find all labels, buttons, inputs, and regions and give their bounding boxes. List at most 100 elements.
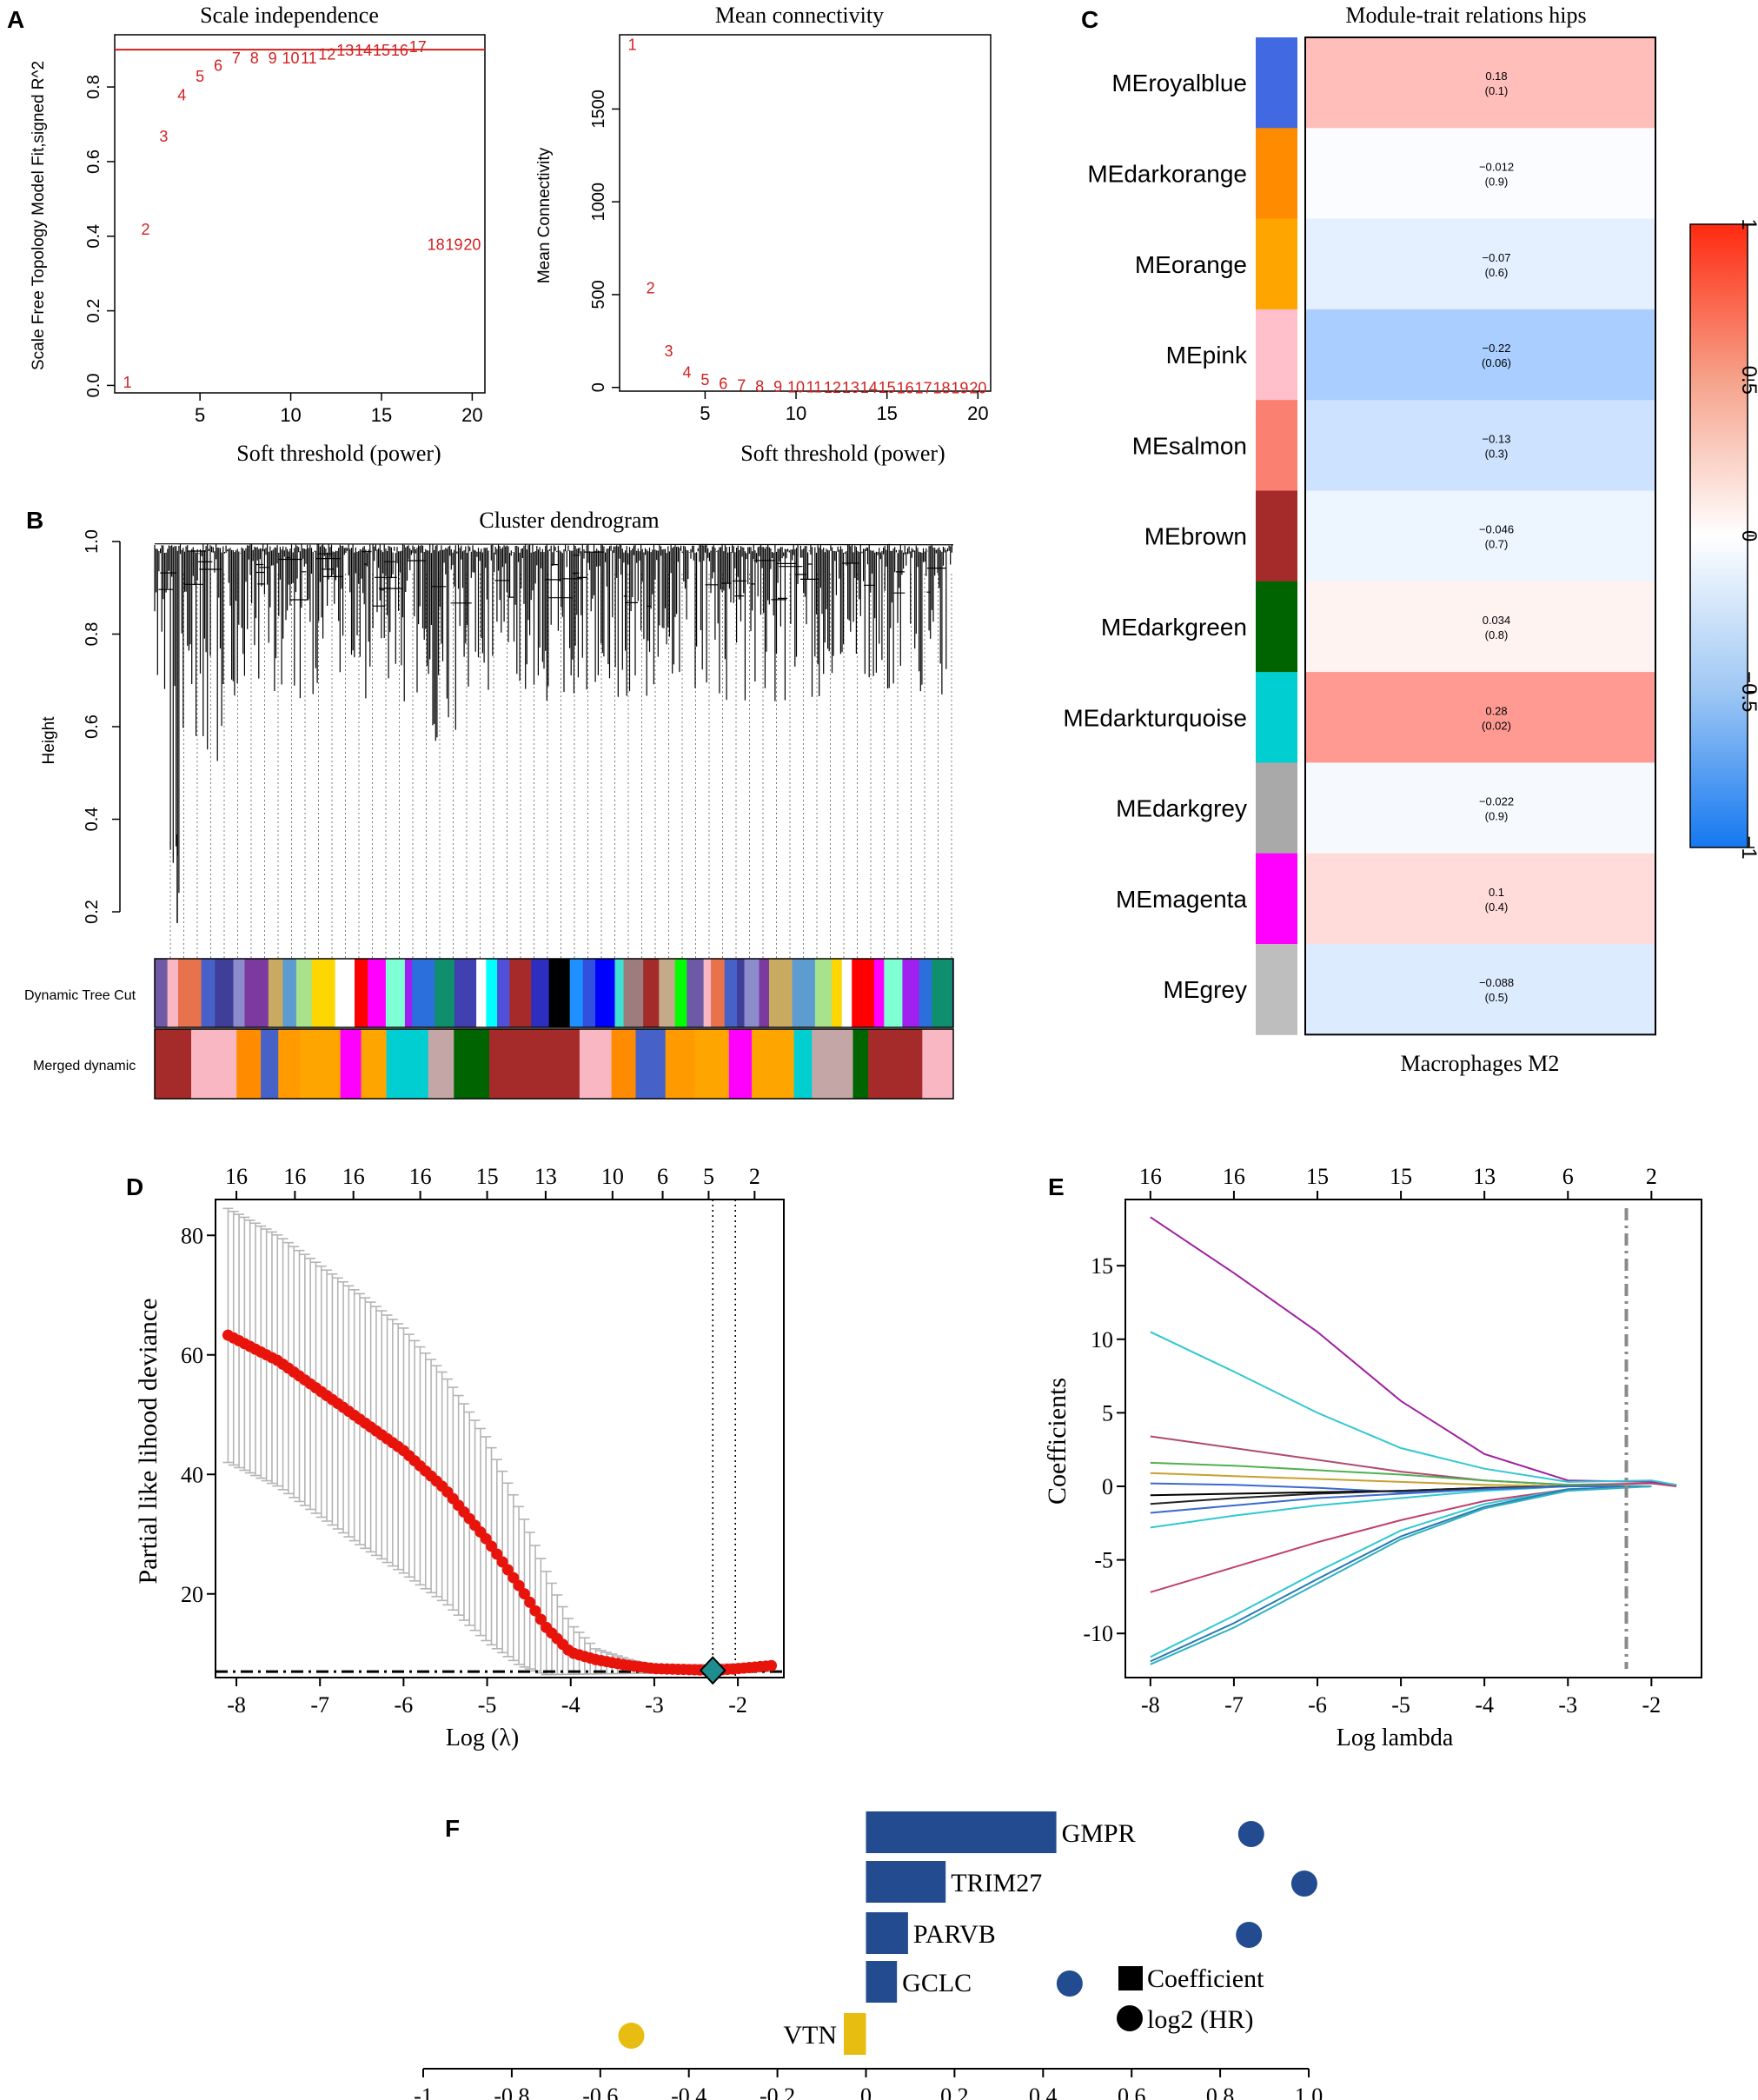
- merged-dynamic-segment: [694, 1029, 730, 1099]
- y-tick-label: 80: [181, 1223, 203, 1248]
- log2hr-dot: [1236, 1922, 1263, 1948]
- legend-log2hr-label: log2 (HR): [1147, 2005, 1254, 2034]
- y-tick-label: 20: [181, 1582, 203, 1607]
- x-tick-label: 0: [860, 2083, 872, 2100]
- dynamic-tree-cut-segment: [792, 959, 816, 1027]
- dynamic-tree-cut-segment: [703, 959, 712, 1027]
- deviance-xlabel: Log (λ): [446, 1725, 519, 1751]
- p-value: (0.9): [1485, 810, 1509, 823]
- plot-frame: [114, 34, 486, 394]
- coefficient-path: [1150, 1485, 1652, 1665]
- power-point: 14: [355, 42, 372, 59]
- x-tick-label: 0.6: [1118, 2083, 1146, 2100]
- top-axis-label: 15: [476, 1164, 499, 1189]
- dendrogram-ylabel: Height: [40, 716, 58, 765]
- p-value: (0.5): [1485, 991, 1509, 1004]
- log2hr-dot: [1237, 1821, 1264, 1847]
- merged-dynamic-segment: [579, 1029, 613, 1099]
- correlation-value: −0.012: [1479, 160, 1514, 173]
- dynamic-tree-cut-segment: [215, 959, 234, 1027]
- dynamic-tree-cut-segment: [595, 959, 615, 1027]
- dynamic-tree-cut-segment: [724, 959, 738, 1027]
- merged-dynamic-segment: [728, 1029, 753, 1099]
- coefficients-ylabel: Coefficients: [1043, 1378, 1071, 1505]
- power-point: 3: [665, 342, 673, 360]
- module-label: MEorange: [1135, 251, 1247, 278]
- dynamic-tree-cut-segment: [155, 959, 169, 1027]
- x-tick-label: 20: [967, 402, 988, 424]
- deviance-point: [507, 1572, 520, 1584]
- deviance-point: [496, 1556, 508, 1568]
- module-swatch: [1256, 128, 1297, 220]
- top-axis-label: 15: [1390, 1164, 1412, 1189]
- module-swatch: [1256, 853, 1297, 945]
- top-axis-label: 13: [1473, 1164, 1496, 1189]
- p-value: (0.6): [1485, 266, 1509, 279]
- p-value: (0.1): [1485, 84, 1509, 97]
- power-point: 6: [719, 375, 727, 392]
- x-tick-label: -1: [414, 2083, 433, 2100]
- deviance-point: [524, 1596, 536, 1608]
- module-swatch: [1256, 218, 1297, 310]
- correlation-legend-bar: [1689, 223, 1748, 848]
- correlation-cell: [1305, 762, 1655, 854]
- correlation-cell: [1305, 309, 1655, 401]
- dynamic-tree-cut-segment: [295, 959, 313, 1027]
- top-axis-label: 16: [225, 1164, 248, 1189]
- power-point: 6: [214, 56, 222, 74]
- correlation-cell: [1305, 944, 1655, 1035]
- x-tick-label: 5: [700, 402, 710, 424]
- panel-a-scale-independence: Scale independence Soft threshold (power…: [30, 3, 486, 466]
- module-label: MEpink: [1166, 342, 1248, 369]
- power-point: 7: [232, 50, 241, 67]
- correlation-cell: [1305, 218, 1655, 310]
- plot-frame: [1124, 1199, 1702, 1678]
- correlation-value: 0.034: [1483, 614, 1511, 627]
- merged-dynamic-label: Merged dynamic: [33, 1059, 136, 1073]
- power-point: 1: [628, 37, 637, 54]
- legend-tick-label: 0: [1737, 530, 1758, 542]
- panel-f-coefficient-hr-bars: -1 -0.8 -0.6 -0.4 -0.2 0 0.2 0.4 0.6 0.8 1.0 GMPR TR…: [414, 1811, 1323, 2100]
- power-point: 9: [269, 50, 277, 67]
- dynamic-tree-cut-segment: [311, 959, 336, 1027]
- power-point: 5: [700, 371, 709, 389]
- merged-dynamic-segment: [635, 1029, 667, 1099]
- dynamic-tree-cut-segment: [244, 959, 269, 1027]
- panel-a-mean-connectivity: Mean connectivity Soft threshold (power)…: [535, 3, 992, 466]
- y-tick-label: 0.4: [84, 224, 103, 249]
- dynamic-tree-cut-segment: [178, 959, 202, 1027]
- power-point: 16: [391, 42, 408, 59]
- power-point: 11: [806, 379, 823, 396]
- dynamic-tree-cut-segment: [759, 959, 770, 1027]
- module-label: MEdarkorange: [1087, 160, 1247, 187]
- module-label: MEsalmon: [1132, 432, 1247, 459]
- y-tick-label: 500: [589, 280, 608, 309]
- dynamic-tree-cut-segment: [497, 959, 510, 1027]
- dynamic-tree-cut-segment: [486, 959, 498, 1027]
- coefficient-bar: [844, 2013, 866, 2055]
- correlation-value: 0.1: [1489, 886, 1504, 899]
- module-label: MEdarkgrey: [1116, 795, 1247, 822]
- x-tick-label: 0.8: [1206, 2083, 1235, 2100]
- p-value: (0.8): [1485, 628, 1509, 641]
- power-point: 8: [250, 50, 259, 67]
- top-axis-label: 10: [601, 1164, 624, 1189]
- module-swatch: [1256, 490, 1297, 582]
- merged-dynamic-segment: [155, 1029, 192, 1099]
- panel-letter-c: C: [1081, 6, 1098, 33]
- power-point: 18: [428, 236, 445, 253]
- merged-dynamic-segment: [340, 1029, 362, 1099]
- top-axis-label: 6: [657, 1164, 668, 1189]
- dynamic-tree-cut-segment: [674, 959, 687, 1027]
- module-label: MEroyalblue: [1111, 70, 1247, 96]
- x-tick-label: 15: [371, 404, 392, 426]
- legend-coefficient-label: Coefficient: [1147, 1964, 1264, 1993]
- dynamic-tree-cut-segment: [385, 959, 406, 1027]
- deviance-ylabel: Partial like lihood deviance: [134, 1298, 163, 1584]
- x-tick-label: 10: [280, 404, 301, 426]
- p-value: (0.9): [1485, 175, 1509, 188]
- merged-dynamic-segment: [752, 1029, 795, 1099]
- panel-d-cv-deviance: Log (λ) Partial like lihood deviance -8 -…: [134, 1164, 785, 1751]
- power-point: 17: [409, 38, 427, 56]
- correlation-value: −0.022: [1479, 795, 1514, 808]
